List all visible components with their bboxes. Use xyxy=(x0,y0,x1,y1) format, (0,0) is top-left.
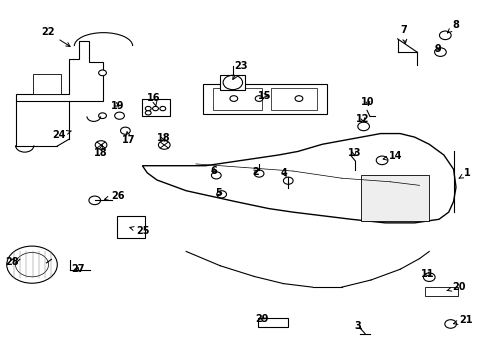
Bar xyxy=(117,216,144,238)
Bar xyxy=(271,88,317,111)
Bar xyxy=(33,73,61,94)
Bar xyxy=(258,318,287,327)
Circle shape xyxy=(294,96,302,102)
Text: 3: 3 xyxy=(354,321,361,331)
Text: 23: 23 xyxy=(232,61,247,80)
Text: 7: 7 xyxy=(399,25,406,43)
Bar xyxy=(142,99,170,116)
Text: 25: 25 xyxy=(129,226,150,236)
Circle shape xyxy=(152,107,158,111)
Text: 16: 16 xyxy=(147,93,161,106)
Text: 20: 20 xyxy=(446,282,465,292)
Text: 15: 15 xyxy=(258,91,271,100)
Text: 14: 14 xyxy=(383,151,402,161)
Circle shape xyxy=(375,156,387,165)
Text: 22: 22 xyxy=(41,27,70,46)
Circle shape xyxy=(434,48,446,57)
Circle shape xyxy=(89,196,101,204)
Text: 11: 11 xyxy=(420,269,434,279)
Bar xyxy=(220,75,245,90)
Polygon shape xyxy=(142,134,455,223)
Circle shape xyxy=(158,141,170,149)
Circle shape xyxy=(120,127,130,134)
Text: 24: 24 xyxy=(52,130,71,140)
Bar xyxy=(203,84,326,114)
Text: 26: 26 xyxy=(104,191,124,201)
Circle shape xyxy=(99,113,106,118)
Circle shape xyxy=(255,96,263,102)
Polygon shape xyxy=(16,41,103,102)
Bar xyxy=(212,88,261,111)
Circle shape xyxy=(160,107,165,111)
Circle shape xyxy=(145,111,151,115)
Circle shape xyxy=(115,112,124,119)
Circle shape xyxy=(423,273,434,282)
Text: 27: 27 xyxy=(71,264,84,274)
Circle shape xyxy=(283,177,292,184)
Circle shape xyxy=(216,191,226,198)
Text: 18: 18 xyxy=(94,145,107,158)
Circle shape xyxy=(444,320,456,328)
Circle shape xyxy=(7,246,57,283)
Text: 9: 9 xyxy=(433,44,440,54)
Circle shape xyxy=(16,252,48,277)
Circle shape xyxy=(254,170,264,177)
Circle shape xyxy=(357,122,369,131)
Text: 10: 10 xyxy=(361,97,374,107)
Text: 12: 12 xyxy=(356,114,369,124)
Text: 29: 29 xyxy=(255,314,268,324)
Circle shape xyxy=(95,141,107,149)
Circle shape xyxy=(229,96,237,102)
Circle shape xyxy=(211,172,221,179)
Text: 6: 6 xyxy=(210,166,217,176)
Circle shape xyxy=(145,107,151,111)
Circle shape xyxy=(99,70,106,76)
Bar xyxy=(425,287,458,296)
Text: 19: 19 xyxy=(111,100,124,111)
Circle shape xyxy=(223,75,242,90)
Text: 4: 4 xyxy=(281,168,287,179)
Text: 18: 18 xyxy=(157,134,170,143)
Text: 8: 8 xyxy=(447,20,459,33)
Circle shape xyxy=(439,31,450,40)
Text: 1: 1 xyxy=(458,168,470,179)
Text: 13: 13 xyxy=(347,148,360,158)
Text: 17: 17 xyxy=(122,132,135,145)
Text: 28: 28 xyxy=(5,257,19,267)
Bar xyxy=(361,175,428,221)
Text: 21: 21 xyxy=(452,315,472,325)
Text: 2: 2 xyxy=(251,167,258,177)
Text: 5: 5 xyxy=(215,188,222,198)
